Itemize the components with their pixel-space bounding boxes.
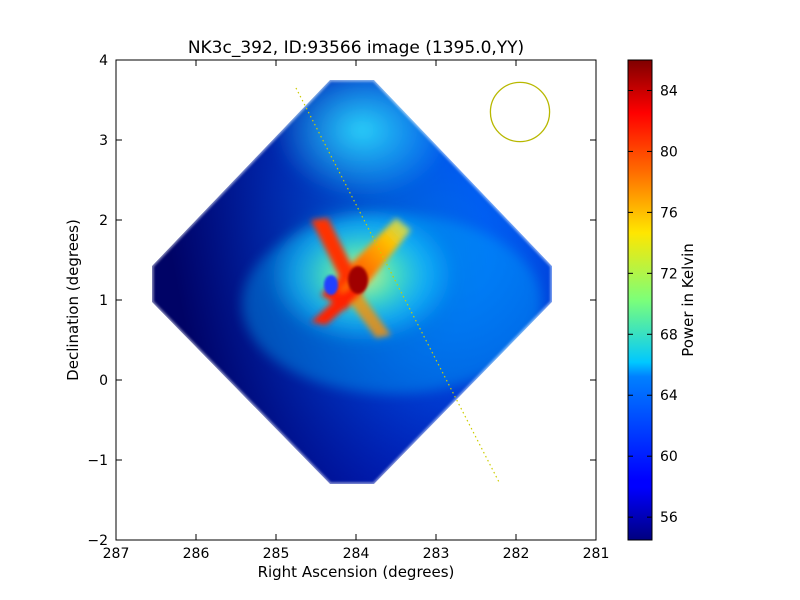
y-tick-label: 2 [99, 213, 108, 229]
colorbar: 56 60 64 68 72 76 80 84 Power in Kelvin [627, 59, 697, 541]
y-tick-label: −2 [87, 533, 108, 549]
colorbar-tick-label: 68 [660, 327, 678, 343]
chart-title: NK3c_392, ID:93566 image (1395.0,YY) [188, 38, 524, 58]
peak-arm-sw [311, 285, 364, 325]
y-tick-label: 1 [99, 293, 108, 309]
colorbar-frame [627, 59, 653, 541]
y-tick-label: 3 [99, 133, 108, 149]
x-tick-label: 281 [583, 546, 610, 562]
x-tick-label: 287 [103, 546, 130, 562]
y-tick-label: −1 [87, 453, 108, 469]
y-tick-label: 0 [99, 373, 108, 389]
overlay-beam-circle [489, 81, 551, 143]
colorbar-tick-label: 56 [660, 510, 678, 526]
colorbar-tick-label: 60 [660, 449, 678, 465]
heatmap-image [150, 78, 554, 486]
overlays [295, 81, 551, 485]
colorbar-ticks: 56 60 64 68 72 76 80 84 [628, 83, 678, 526]
y-tick-label: 4 [99, 53, 108, 69]
heatmap-field [152, 80, 552, 484]
colorbar-tick-label: 84 [660, 83, 678, 99]
x-tick-label: 282 [503, 546, 530, 562]
x-axis-label: Right Ascension (degrees) [258, 563, 455, 581]
peak-core [348, 266, 368, 294]
peak-arms [311, 218, 411, 338]
y-ticks: −2 −1 0 1 2 3 4 [87, 53, 596, 549]
x-tick-label: 286 [183, 546, 210, 562]
colorbar-tick-label: 72 [660, 266, 678, 282]
x-tick-label: 285 [263, 546, 290, 562]
x-tick-label: 283 [423, 546, 450, 562]
colorbar-tick-label: 76 [660, 205, 678, 221]
colorbar-tick-label: 64 [660, 388, 678, 404]
x-ticks: 287 286 285 284 283 282 281 [103, 60, 610, 562]
x-tick-label: 284 [343, 546, 370, 562]
colorbar-gradient [628, 60, 652, 540]
peak-arm-nw [311, 218, 361, 290]
y-axis-label: Declination (degrees) [64, 219, 82, 381]
colorbar-label: Power in Kelvin [679, 243, 697, 357]
heatmap-edge [150, 78, 554, 486]
peak-dip [324, 275, 338, 295]
peak-arm-ne [321, 218, 411, 310]
colorbar-tick-label: 80 [660, 144, 678, 160]
